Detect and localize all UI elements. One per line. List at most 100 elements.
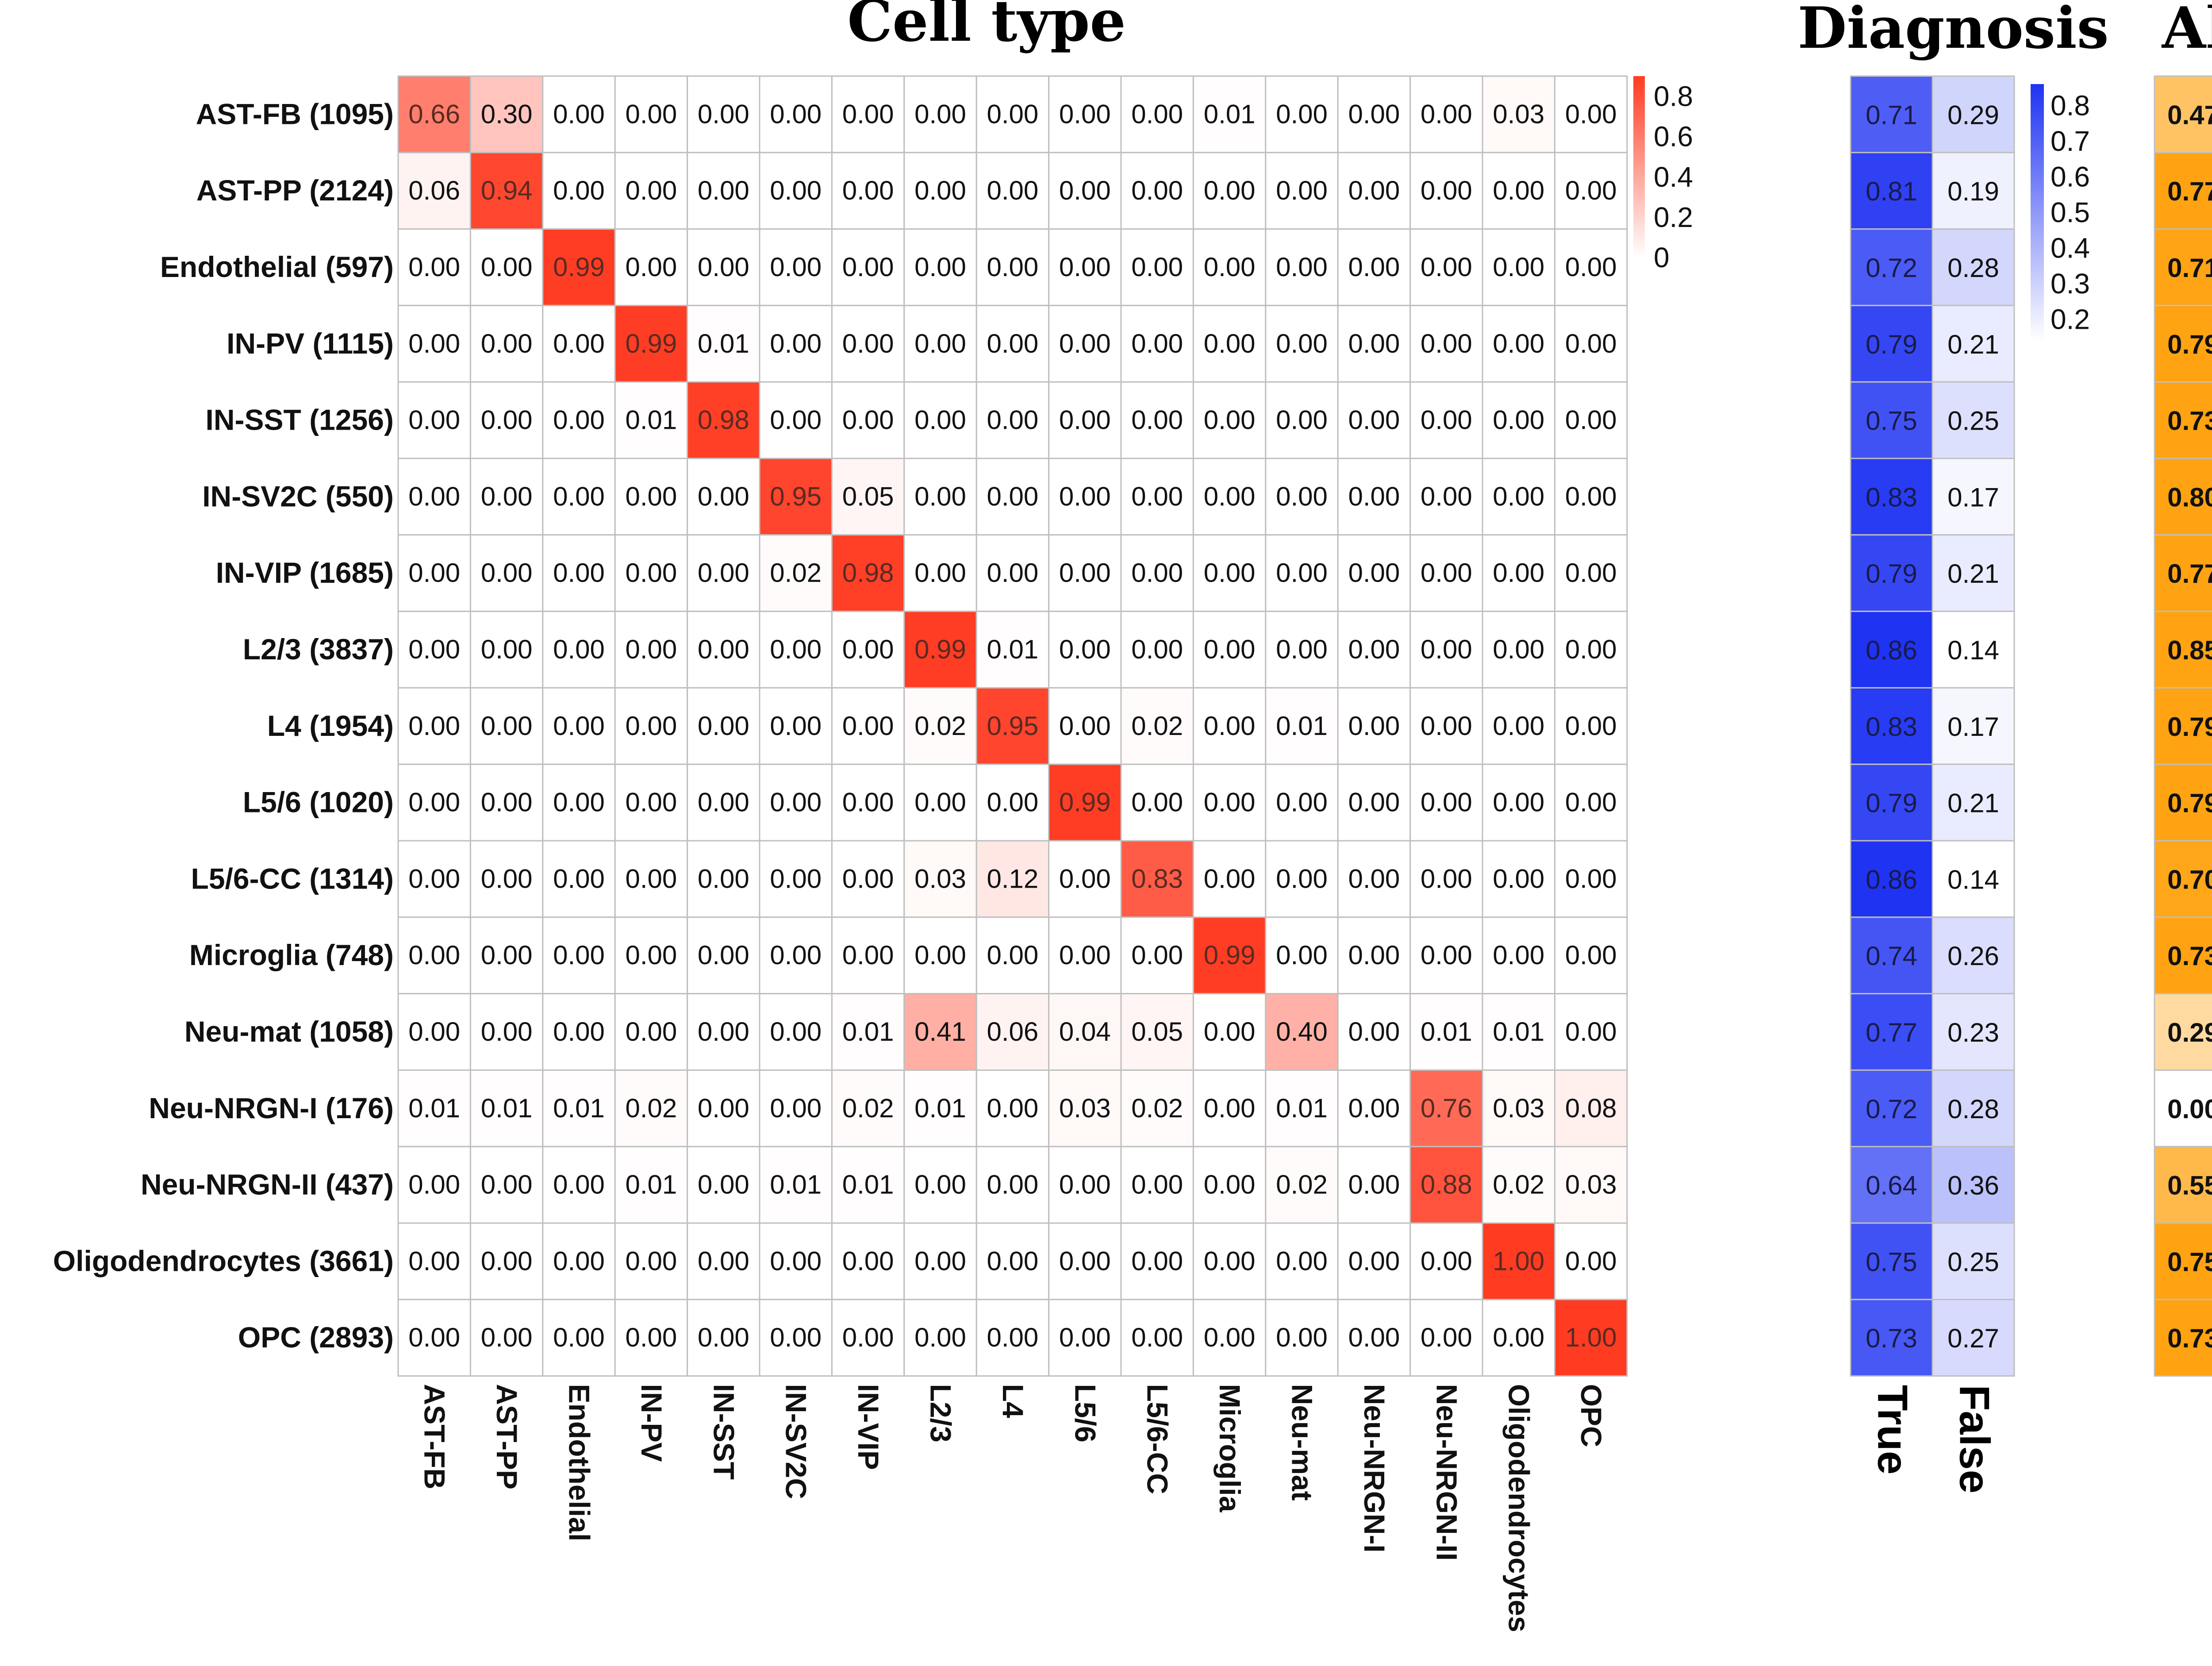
heatmap-cell-value: 0.01 <box>1276 1093 1328 1123</box>
heatmap-cell-value: 0.00 <box>698 481 749 511</box>
col-label: Neu-mat <box>1286 1384 1319 1501</box>
heatmap-cell-value: 0.00 <box>1348 481 1400 511</box>
heatmap-cell-value: 0.00 <box>1131 1246 1183 1276</box>
heatmap-cell-value: 0.99 <box>1204 940 1256 970</box>
diagnosis-cell-value: 0.28 <box>1947 1094 1999 1124</box>
row-label: Neu-mat (1058) <box>184 1015 394 1048</box>
heatmap-cell <box>1554 993 1628 1071</box>
heatmap-cell-value: 0.00 <box>1059 481 1111 511</box>
heatmap-cell-value: 0.00 <box>626 558 677 588</box>
all-cell-value: 0.29 <box>2167 1018 2212 1047</box>
heatmap-cell-value: 0.00 <box>408 635 460 664</box>
heatmap-cell <box>1337 993 1411 1071</box>
heatmap-cell <box>687 381 760 459</box>
heatmap-cell-value: 0.03 <box>914 864 966 893</box>
heatmap-cell-value: 0.00 <box>1204 1017 1256 1047</box>
heatmap-cell <box>1120 1222 1194 1300</box>
heatmap-cell-value: 0.00 <box>1421 635 1472 664</box>
heatmap-cell-value: 0.00 <box>626 176 677 205</box>
heatmap-cell <box>1192 916 1267 995</box>
heatmap-cell-value: 0.00 <box>1565 405 1617 435</box>
all-cell <box>2154 152 2212 230</box>
diagnosis-cell-value: 0.14 <box>1947 635 1999 665</box>
heatmap-cell-value: 0.02 <box>1131 1093 1183 1123</box>
heatmap-cell-value: 0.00 <box>698 1246 749 1276</box>
heatmap-cell <box>1337 763 1411 842</box>
row-label: Neu-NRGN-I (176) <box>149 1092 394 1124</box>
diagnosis-cell <box>1932 152 2015 230</box>
heatmap-cell <box>687 840 760 918</box>
all-cell <box>2154 458 2212 536</box>
diagnosis-cell-value: 0.29 <box>1947 100 1999 130</box>
heatmap-cell <box>1120 687 1194 765</box>
heatmap-cell <box>1554 916 1628 995</box>
heatmap-cell-value: 0.95 <box>987 711 1039 741</box>
heatmap-cell-value: 0.00 <box>553 176 605 205</box>
heatmap-cell-value: 0.00 <box>1204 1093 1256 1123</box>
col-label: Endothelial <box>563 1384 596 1542</box>
heatmap-cell-value: 0.00 <box>481 1246 533 1276</box>
row-label: AST-FB (1095) <box>196 97 394 130</box>
all-cell <box>2154 916 2212 995</box>
heatmap-cell-value: 0.00 <box>408 252 460 282</box>
heatmap-cell <box>614 916 688 995</box>
heatmap-cell-value: 0.00 <box>1131 558 1183 588</box>
heatmap-cell-value: 0.00 <box>1421 99 1472 129</box>
heatmap-cell-value: 0.00 <box>1493 176 1544 205</box>
heatmap-cell <box>397 1146 471 1224</box>
diagnosis-cell <box>1932 304 2015 383</box>
heatmap-cell-value: 0.00 <box>770 1246 822 1276</box>
heatmap-cell-value: 0.41 <box>914 1017 966 1047</box>
heatmap-cell-value: 0.00 <box>1348 788 1400 817</box>
heatmap-cell <box>1337 1069 1411 1147</box>
heatmap-cell-value: 0.00 <box>1131 1323 1183 1352</box>
heatmap-cell-value: 0.95 <box>770 481 822 511</box>
heatmap-cell-value: 0.00 <box>1204 558 1256 588</box>
heatmap-cell-value: 0.01 <box>626 405 677 435</box>
heatmap-cell-value: 0.00 <box>1493 329 1544 358</box>
heatmap-cell-value: 0.98 <box>698 405 749 435</box>
diagnosis-cell <box>1850 993 1933 1071</box>
heatmap-cell-value: 0.99 <box>1059 788 1111 817</box>
heatmap-cell <box>975 840 1050 918</box>
heatmap-cell <box>831 1146 905 1224</box>
heatmap-cell-value: 0.00 <box>1204 1246 1256 1276</box>
diagnosis-cell <box>1850 1146 1933 1224</box>
heatmap-cell-value: 0.00 <box>1276 864 1328 893</box>
heatmap-cell-value: 0.00 <box>770 635 822 664</box>
all-cell <box>2154 993 2212 1071</box>
heatmap-cell-value: 0.00 <box>1204 176 1256 205</box>
col-label: L5/6 <box>1069 1384 1102 1443</box>
heatmap-cell <box>542 458 616 536</box>
heatmap-cell-value: 0.02 <box>626 1093 677 1123</box>
heatmap-cell <box>975 1222 1050 1300</box>
heatmap-cell-value: 0.12 <box>987 864 1039 893</box>
heatmap-cell-value: 0.00 <box>770 1323 822 1352</box>
heatmap-cell-value: 0.00 <box>553 788 605 817</box>
heatmap-cell-value: 0.00 <box>626 252 677 282</box>
all-cell <box>2154 1069 2212 1147</box>
diagnosis-cell-value: 0.72 <box>1866 1094 1917 1124</box>
heatmap-cell <box>903 228 977 306</box>
heatmap-cell-value: 0.00 <box>408 1246 460 1276</box>
heatmap-cell <box>975 993 1050 1071</box>
heatmap-cell-value: 0.02 <box>770 558 822 588</box>
heatmap-cell-value: 0.00 <box>914 481 966 511</box>
heatmap-cell <box>614 1299 688 1377</box>
heatmap-cell-value: 0.00 <box>1204 635 1256 664</box>
heatmap-cell <box>1554 381 1628 459</box>
heatmap-cell-value: 0.00 <box>1276 252 1328 282</box>
heatmap-cell-value: 0.03 <box>1565 1170 1617 1200</box>
heatmap-cell <box>975 1069 1050 1147</box>
all-cell-value: 0.73 <box>2167 1324 2212 1353</box>
heatmap-cell <box>1337 458 1411 536</box>
cell-type-row-labels: AST-FB (1095) AST-PP (2124) Endothelial (5… <box>53 97 394 1354</box>
heatmap-cell-value: 0.00 <box>1493 481 1544 511</box>
heatmap-cell <box>1337 1146 1411 1224</box>
diagnosis-cell <box>1932 763 2015 842</box>
heatmap-cell-value: 0.00 <box>842 864 894 893</box>
heatmap-cell <box>1482 1069 1555 1147</box>
diagnosis-cell-value: 0.21 <box>1947 559 1999 589</box>
heatmap-cell-value: 0.00 <box>698 711 749 741</box>
heatmap-cell-value: 0.00 <box>1131 635 1183 664</box>
